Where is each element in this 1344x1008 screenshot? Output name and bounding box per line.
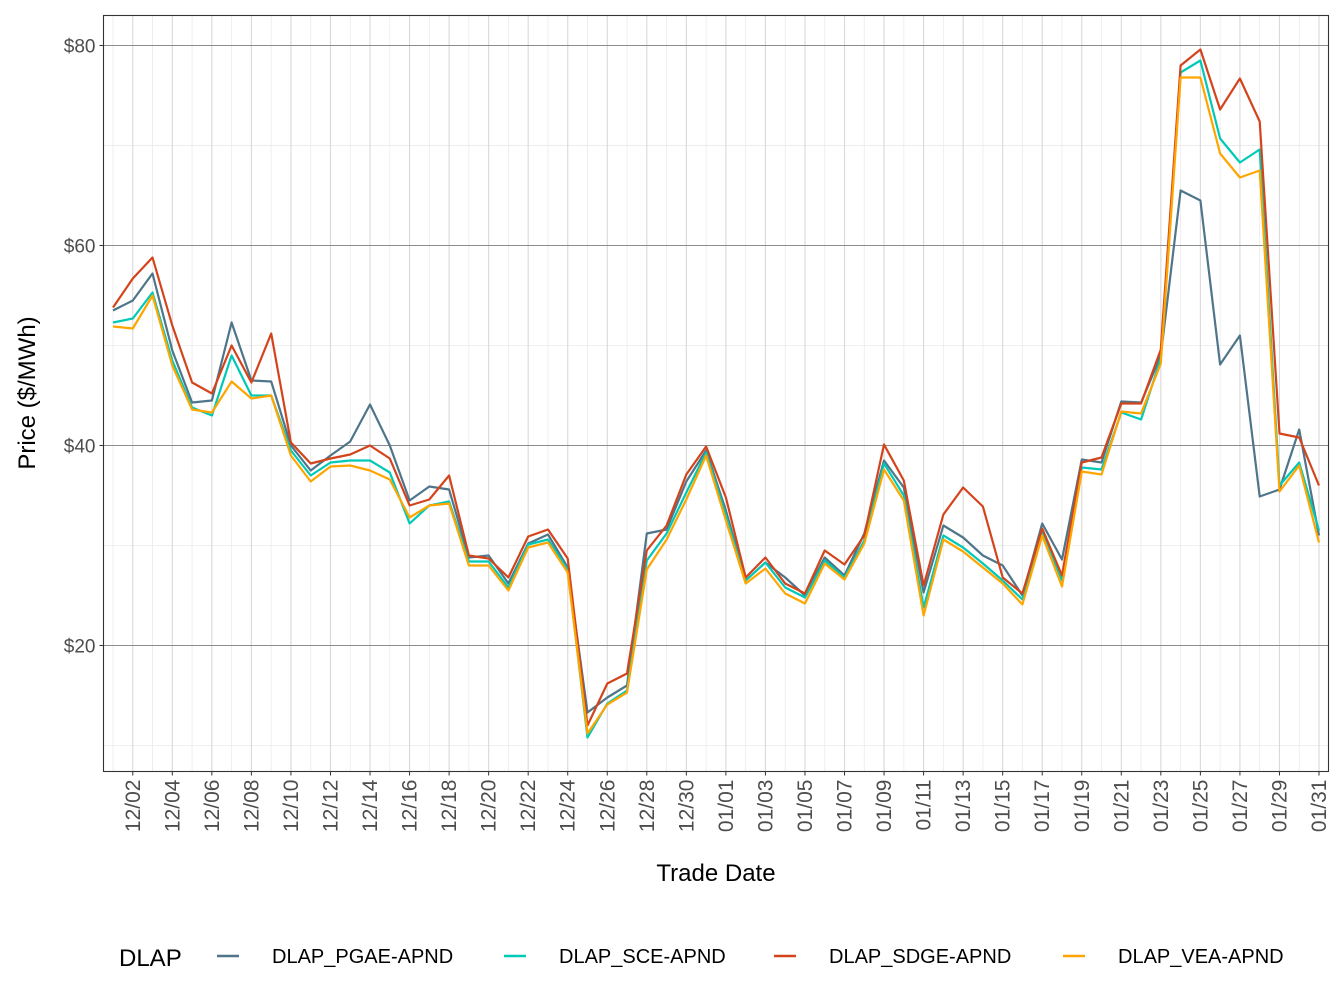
x-axis: 12/02 12/04 12/06 12/08 12/10 12/12 12/14 12/16… [122,771,1331,833]
x-tick-label: 12/10 [280,780,303,833]
x-tick-label: 12/12 [319,780,342,833]
x-tick-label: 12/24 [557,779,580,832]
legend-label: DLAP_VEA-APND [1118,946,1284,968]
x-tick-label: 01/23 [1150,780,1173,833]
plot-border [102,14,1330,773]
x-tick-label: 12/18 [438,780,461,833]
x-tick-label: 01/31 [1308,780,1331,833]
series-line-dlap_sdge-apnd [112,48,1321,727]
y-tick-label: $20 [64,637,96,658]
x-tick-label: 12/14 [359,779,382,832]
y-axis: $20 $40 $60 $80 [64,37,104,658]
x-tick-label: 01/11 [913,780,936,831]
series-line-dlap_pgae-apnd [112,189,1321,714]
x-tick-label: 01/27 [1229,780,1252,833]
x-tick-label: 12/08 [240,780,263,833]
x-tick-label: 01/21 [1110,780,1133,833]
x-tick-label: 12/22 [517,780,540,833]
x-tick-label: 01/07 [834,780,857,833]
x-tick-label: 12/06 [201,780,224,833]
y-tick-label: $80 [64,37,96,58]
x-tick-label: 01/25 [1189,780,1212,833]
x-tick-label: 12/04 [161,779,184,832]
x-tick-label: 01/17 [1031,780,1054,833]
series-line-dlap_vea-apnd [112,76,1321,735]
legend-label: DLAP_SCE-APND [559,946,726,968]
y-tick-label: $60 [64,237,96,258]
x-tick-label: 01/03 [754,780,777,833]
x-tick-label: 01/01 [715,780,738,833]
y-axis-title: Price ($/MWh) [14,316,41,469]
legend-label: DLAP_PGAE-APND [272,946,453,968]
x-tick-label: 01/13 [952,780,975,833]
x-tick-label: 12/16 [399,780,422,833]
series-line-dlap_sce-apnd [112,59,1321,739]
x-tick-label: 12/26 [596,780,619,833]
x-tick-label: 01/29 [1268,780,1291,833]
series-lines [112,48,1321,739]
x-axis-title: Trade Date [656,860,775,887]
x-tick-label: 12/28 [636,780,659,833]
y-tick-label: $40 [64,437,96,458]
x-tick-label: 12/30 [675,780,698,833]
x-tick-label: 01/19 [1071,780,1094,833]
legend-label: DLAP_SDGE-APND [829,946,1011,968]
x-tick-label: 01/15 [992,780,1015,833]
x-tick-label: 12/20 [478,780,501,833]
legend: DLAP DLAP_PGAE-APND DLAP_SCE-APND DLAP_SDG… [119,945,1284,972]
x-tick-label: 01/09 [873,780,896,833]
legend-title: DLAP [119,945,182,972]
x-tick-label: 01/05 [794,780,817,833]
x-tick-label: 12/02 [122,780,145,833]
